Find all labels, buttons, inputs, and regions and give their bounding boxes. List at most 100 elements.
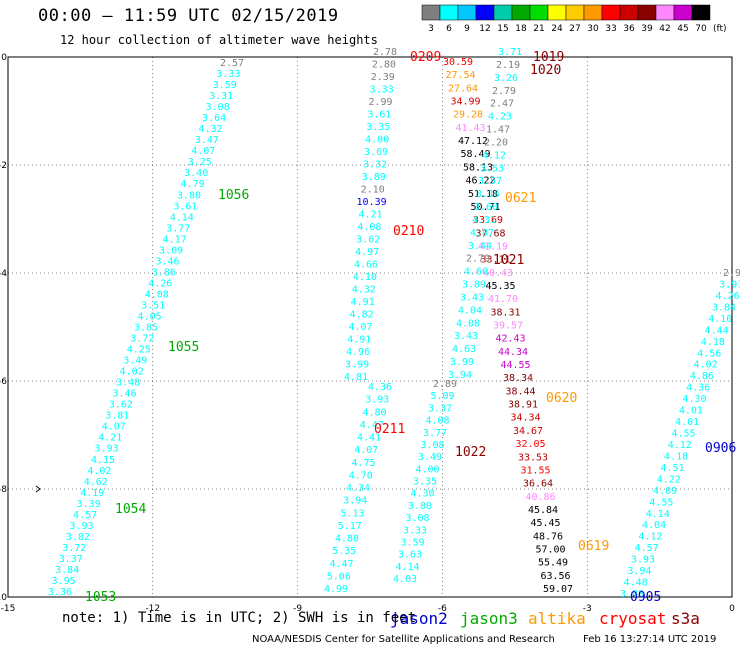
colorbar-swatch xyxy=(457,4,477,21)
wave-height-value: 2.39 xyxy=(371,72,395,83)
wave-height-value: 45.84 xyxy=(528,505,558,516)
colorbar-label: 18 xyxy=(515,24,527,34)
colorbar-label: 9 xyxy=(464,24,470,34)
wave-height-value: 38.44 xyxy=(505,386,535,397)
wave-height-value: 4.04 xyxy=(458,305,482,316)
colorbar-swatch xyxy=(619,4,639,21)
wave-height-value: 34.67 xyxy=(513,426,543,437)
colorbar-label: 33 xyxy=(605,24,616,34)
wave-height-value: 4.80 xyxy=(362,407,386,418)
colorbar-label: 27 xyxy=(569,24,580,34)
wave-height-value: 3.44 xyxy=(468,241,492,252)
wave-height-value: 3.81 xyxy=(105,411,129,422)
wave-height-value: 4.02 xyxy=(87,466,111,477)
colorbar-label: 30 xyxy=(587,24,599,34)
wave-height-value: 3.94 xyxy=(448,370,472,381)
wave-height-value: 29.28 xyxy=(453,110,483,121)
wave-height-value: 3.89 xyxy=(462,280,486,291)
colorbar-label: 21 xyxy=(533,24,544,34)
satellite-cryosat: cryosat xyxy=(599,609,667,628)
colorbar-label: 15 xyxy=(497,24,508,34)
wave-height-value: 3.72 xyxy=(130,334,154,345)
colorbar-swatch xyxy=(529,4,549,21)
wave-height-value: 4.70 xyxy=(349,470,373,481)
wave-height-value: 59.07 xyxy=(543,584,573,595)
wave-height-value: 4.55 xyxy=(649,497,673,508)
wave-height-value: 3.33 xyxy=(403,525,427,536)
wave-height-value: 32.05 xyxy=(515,439,545,450)
colorbar-swatch xyxy=(511,4,531,21)
wave-height-value: 40.43 xyxy=(483,268,513,279)
wave-height-value: 3.35 xyxy=(366,122,390,133)
x-tick-label: -15 xyxy=(1,604,16,614)
wave-height-value: 3.71 xyxy=(498,47,522,58)
altimeter-tracks: 2.573.333.593.313.083.644.323.474.073.25… xyxy=(48,47,740,600)
wave-height-value: 3.37 xyxy=(59,554,83,565)
pass-id-label: 1019 xyxy=(533,50,564,65)
track-0210b: 2.895.093.374.083.773.083.494.003.354.30… xyxy=(393,379,457,585)
wave-height-value: 37.68 xyxy=(475,228,505,239)
wave-height-value: 4.08 xyxy=(456,318,480,329)
wave-height-value: 4.12 xyxy=(638,532,662,543)
wave-height-value: 58.49 xyxy=(460,149,490,160)
pass-id-label: 0905 xyxy=(630,590,661,605)
wave-height-value: 3.26 xyxy=(494,73,518,84)
wave-height-value: 4.01 xyxy=(675,417,699,428)
wave-height-value: 27.64 xyxy=(448,83,478,94)
pass-id-label: 1021 xyxy=(493,253,524,268)
wave-height-value: 4.02 xyxy=(120,367,144,378)
wave-height-value: 4.75 xyxy=(351,458,375,469)
x-tick-label: -6 xyxy=(438,604,447,614)
wave-height-value: 4.63 xyxy=(452,344,476,355)
wave-height-value: 44.55 xyxy=(500,360,530,371)
wave-height-value: 4.22 xyxy=(657,474,681,485)
wave-height-value: 4.19 xyxy=(80,488,104,499)
pass-id-label: 1056 xyxy=(218,188,249,203)
wave-height-value: 3.95 xyxy=(52,576,76,587)
wave-height-value: 4.14 xyxy=(395,562,419,573)
y-tick-label: -8 xyxy=(0,485,7,495)
wave-height-value: 4.01 xyxy=(679,406,703,417)
wave-height-value: 2.19 xyxy=(496,60,520,71)
wave-height-value: 4.32 xyxy=(352,285,376,296)
wave-height-value: 3.94 xyxy=(343,496,367,507)
wave-height-value: 4.34 xyxy=(346,483,370,494)
colorbar-swatch xyxy=(655,4,675,21)
wave-height-value: 3.72 xyxy=(62,543,86,554)
wave-height-value: 3.32 xyxy=(363,160,387,171)
wave-height-value: 2.79 xyxy=(466,254,490,265)
colorbar-swatch xyxy=(565,4,585,21)
wave-height-value: 3.62 xyxy=(356,235,380,246)
wave-height-value: 3.39 xyxy=(77,499,101,510)
wave-height-value: 3.61 xyxy=(173,201,197,212)
colorbar-swatch xyxy=(439,4,459,21)
wave-height-value: 4.12 xyxy=(482,150,506,161)
colorbar-label: 70 xyxy=(695,24,707,34)
pass-id-label: 0621 xyxy=(505,191,536,206)
wave-height-value: 3.85 xyxy=(134,323,158,334)
wave-height-value: 3.47 xyxy=(195,135,219,146)
wave-height-value: 41.70 xyxy=(488,294,518,305)
wave-height-value: 45.45 xyxy=(530,518,560,529)
y-tick-label: -2 xyxy=(0,161,7,171)
colorbar-swatch xyxy=(601,4,621,21)
y-tick-label: -4 xyxy=(0,269,7,279)
wave-height-value: 42.43 xyxy=(495,334,525,345)
wave-height-value: 3.82 xyxy=(66,532,90,543)
wave-height-value: 3.08 xyxy=(420,440,444,451)
wave-height-value: 3.43 xyxy=(454,331,478,342)
wave-height-value: 3.77 xyxy=(166,223,190,234)
wave-height-value: 3.43 xyxy=(460,293,484,304)
wave-height-value: 4.30 xyxy=(682,394,706,405)
wave-height-value: 2.78 xyxy=(373,47,397,58)
wave-height-value: 3.59 xyxy=(213,80,237,91)
track-0209: 2.78 2.802.39 3.332.99 3.613.35 4.003.69 3.32… xyxy=(344,47,397,383)
wave-height-value: 10.39 xyxy=(357,197,387,208)
y-tick-label: -10 xyxy=(0,593,7,603)
wave-height-value: 4.07 xyxy=(102,422,126,433)
wave-height-value: 4.07 xyxy=(354,445,378,456)
wave-height-value: 3.88 xyxy=(620,589,644,600)
colorbar-label: 39 xyxy=(641,24,653,34)
wave-height-value: 41.19 xyxy=(478,241,508,252)
